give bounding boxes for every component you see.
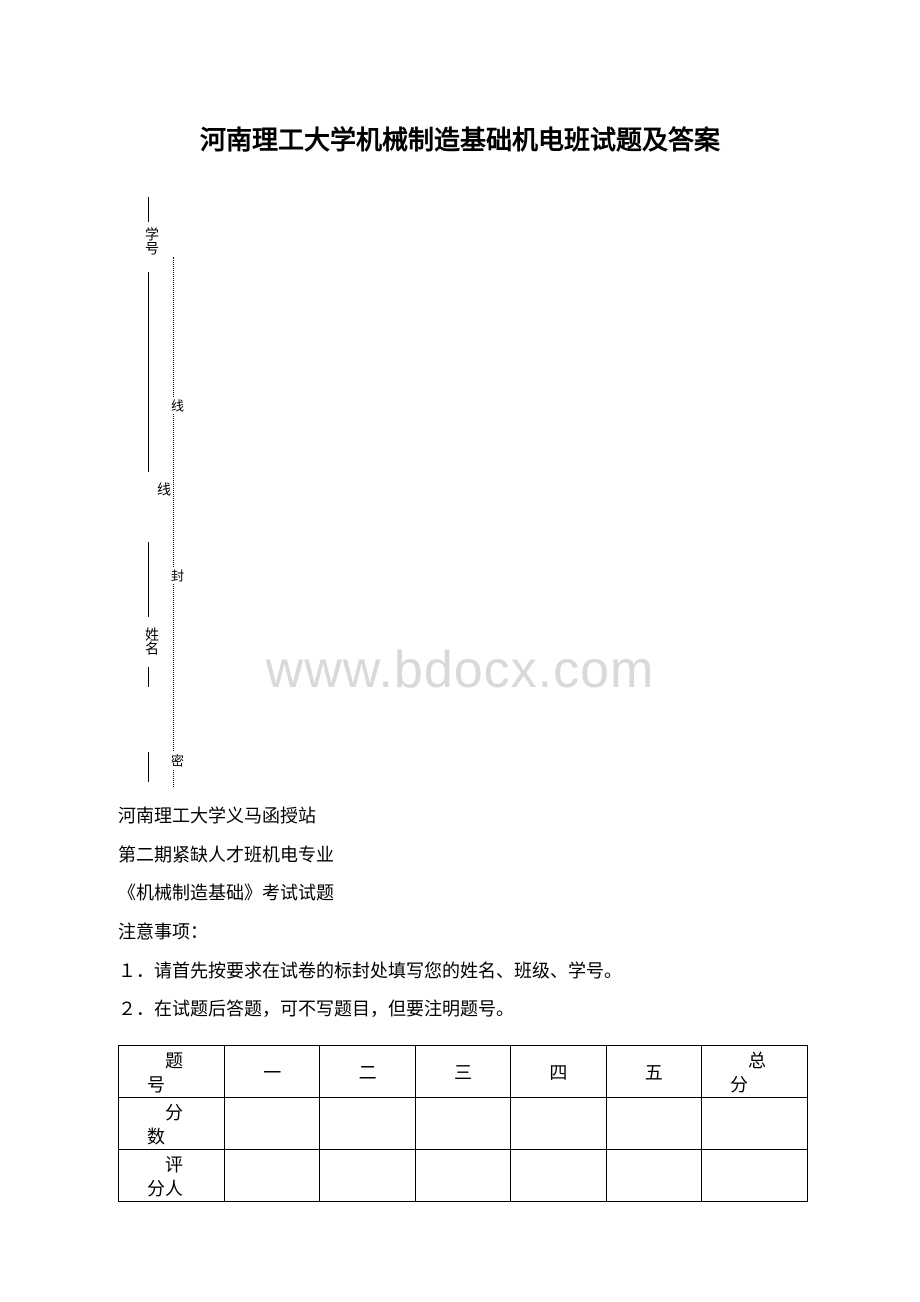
solid-line-segment xyxy=(148,752,149,782)
table-cell: 五 xyxy=(606,1046,701,1098)
text-line: 《机械制造基础》考试试题 xyxy=(118,874,810,913)
dot-label-xian: 线 xyxy=(167,397,186,414)
text-line: 注意事项： xyxy=(118,913,810,952)
solid-line-segment xyxy=(148,667,149,687)
line-label: 线 xyxy=(152,482,172,496)
row-header: 评分人 xyxy=(119,1150,225,1202)
table-cell: 二 xyxy=(320,1046,415,1098)
student-id-label: 学号 xyxy=(140,227,160,255)
text-line: 第二期紧缺人才班机电专业 xyxy=(118,836,810,875)
solid-line-segment xyxy=(148,272,149,472)
solid-line-segment xyxy=(148,542,149,617)
table-cell xyxy=(415,1098,510,1150)
text-line: 河南理工大学义马函授站 xyxy=(118,797,810,836)
dotted-line xyxy=(173,257,174,787)
name-label: 姓名 xyxy=(140,627,160,655)
table-cell xyxy=(415,1150,510,1202)
text-line: ２．在试题后答题，可不写题目，但要注明题号。 xyxy=(118,990,810,1029)
row-header: 题号 xyxy=(119,1046,225,1098)
content-body: 河南理工大学义马函授站 第二期紧缺人才班机电专业 《机械制造基础》考试试题 注意… xyxy=(118,797,810,1029)
table-row: 评分人 xyxy=(119,1150,808,1202)
table-cell xyxy=(320,1098,415,1150)
table-cell xyxy=(320,1150,415,1202)
page-title: 河南理工大学机械制造基础机电班试题及答案 xyxy=(0,0,920,197)
dot-label-feng: 封 xyxy=(167,567,186,584)
row-header: 分数 xyxy=(119,1098,225,1150)
table-cell xyxy=(701,1150,807,1202)
text-line: １．请首先按要求在试卷的标封处填写您的姓名、班级、学号。 xyxy=(118,952,810,991)
table-cell xyxy=(701,1098,807,1150)
binding-margin: 学号 线 姓名 线 封 密 xyxy=(118,197,198,787)
table-cell xyxy=(225,1098,320,1150)
table-row: 题号 一 二 三 四 五 总分 xyxy=(119,1046,808,1098)
table-cell xyxy=(606,1098,701,1150)
table-cell xyxy=(511,1098,606,1150)
solid-line-segment xyxy=(148,197,149,222)
table-cell: 一 xyxy=(225,1046,320,1098)
total-header: 总分 xyxy=(701,1046,807,1098)
score-table: 题号 一 二 三 四 五 总分 分数 评分人 xyxy=(118,1045,808,1202)
table-row: 分数 xyxy=(119,1098,808,1150)
dot-label-mi: 密 xyxy=(167,752,186,769)
table-cell xyxy=(225,1150,320,1202)
table-cell: 三 xyxy=(415,1046,510,1098)
table-cell xyxy=(606,1150,701,1202)
table-cell: 四 xyxy=(511,1046,606,1098)
table-cell xyxy=(511,1150,606,1202)
